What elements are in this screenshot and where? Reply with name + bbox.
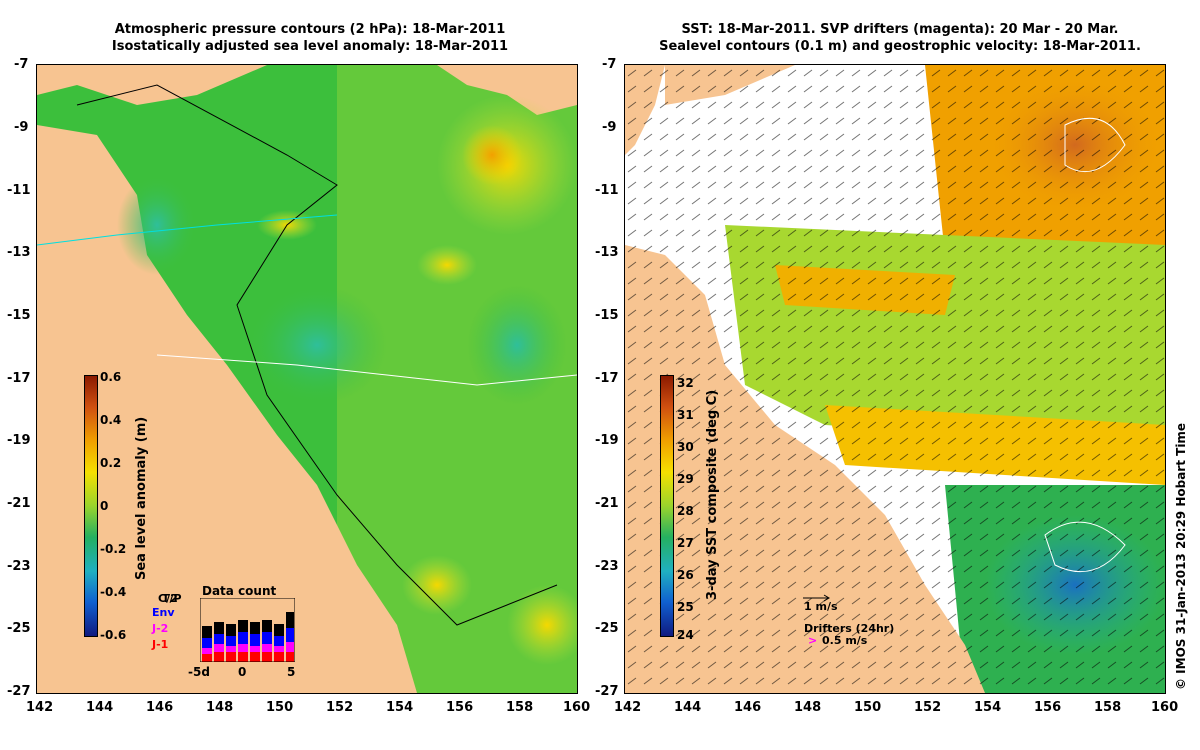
inset-bars — [202, 612, 294, 662]
right-ytick-9: -25 — [595, 621, 619, 636]
right-cb-tick-6: 26 — [677, 568, 694, 582]
left-cb-tick-4: -0.2 — [100, 542, 127, 556]
left-ytick-2: -11 — [7, 183, 31, 198]
left-cb-tick-0: 0.6 — [100, 370, 122, 384]
right-cb-tick-7: 25 — [677, 600, 694, 614]
left-ytick-10: -27 — [7, 684, 31, 699]
right-ytick-7: -21 — [595, 496, 619, 511]
inset-legend-env: Env — [152, 606, 175, 619]
right-map-canvas — [625, 65, 1165, 693]
left-ytick-3: -13 — [7, 245, 31, 260]
velocity-scale-label: 1 m/s — [804, 600, 838, 613]
inset-legend-tp: T/P — [162, 592, 182, 605]
left-xtick-8: 158 — [506, 700, 534, 715]
right-colorbar — [660, 375, 674, 637]
left-map-canvas — [37, 65, 577, 693]
left-xtick-2: 146 — [146, 700, 174, 715]
left-ytick-4: -15 — [7, 308, 31, 323]
right-xtick-8: 158 — [1094, 700, 1122, 715]
inset-title: Data count — [202, 584, 277, 598]
right-title-line1: SST: 18-Mar-2011. SVP drifters (magenta)… — [681, 22, 1119, 37]
right-xtick-1: 144 — [674, 700, 702, 715]
inset-legend-c2: C/2 — [158, 592, 178, 605]
left-xtick-4: 150 — [266, 700, 294, 715]
inset-legend-j2: J-2 — [152, 622, 169, 635]
drifters-label: Drifters (24hr) — [804, 622, 895, 635]
left-xtick-7: 156 — [446, 700, 474, 715]
left-ytick-5: -17 — [7, 371, 31, 386]
right-cb-tick-0: 32 — [677, 376, 694, 390]
right-colorbar-title: 3-day SST composite (deg C) — [705, 389, 720, 600]
right-ytick-3: -13 — [595, 245, 619, 260]
left-title-line2: Isostatically adjusted sea level anomaly… — [111, 39, 509, 54]
drifter-arrow-icon: > — [808, 634, 818, 647]
right-ytick-2: -11 — [595, 183, 619, 198]
inset-xtick-1: 0 — [238, 665, 247, 679]
left-ytick-1: -9 — [14, 120, 29, 135]
right-ytick-1: -9 — [602, 120, 617, 135]
right-map[interactable] — [624, 64, 1166, 694]
inset-xtick-0: -5d — [188, 665, 210, 679]
left-cb-tick-5: -0.4 — [100, 585, 127, 599]
left-xtick-6: 154 — [386, 700, 414, 715]
right-cb-tick-5: 27 — [677, 536, 694, 550]
right-cb-tick-2: 30 — [677, 440, 694, 454]
right-ytick-0: -7 — [602, 57, 617, 72]
left-ytick-9: -25 — [7, 621, 31, 636]
right-xtick-2: 146 — [734, 700, 762, 715]
inset-legend-j1: J-1 — [152, 638, 169, 651]
left-ytick-8: -23 — [7, 559, 31, 574]
right-cb-tick-1: 31 — [677, 408, 694, 422]
left-colorbar — [84, 375, 98, 637]
right-ytick-10: -27 — [595, 684, 619, 699]
right-cb-tick-8: 24 — [677, 628, 694, 642]
left-title-line1: Atmospheric pressure contours (2 hPa): 1… — [114, 22, 506, 37]
left-map[interactable] — [36, 64, 578, 694]
credit-text: © IMOS 31-Jan-2013 20:29 Hobart Time — [1174, 422, 1188, 690]
right-ytick-4: -15 — [595, 308, 619, 323]
drifters-scale-label: 0.5 m/s — [822, 634, 868, 647]
left-ytick-7: -21 — [7, 496, 31, 511]
right-ytick-5: -17 — [595, 371, 619, 386]
right-ytick-6: -19 — [595, 433, 619, 448]
right-xtick-7: 156 — [1034, 700, 1062, 715]
left-cb-tick-2: 0.2 — [100, 456, 122, 470]
left-ytick-6: -19 — [7, 433, 31, 448]
right-xtick-5: 152 — [914, 700, 942, 715]
left-xtick-3: 148 — [206, 700, 234, 715]
right-xtick-6: 154 — [974, 700, 1002, 715]
left-xtick-9: 160 — [563, 700, 591, 715]
left-cb-tick-3: 0 — [100, 499, 109, 513]
left-cb-tick-6: -0.6 — [100, 628, 127, 642]
right-xtick-9: 160 — [1151, 700, 1179, 715]
right-xtick-4: 150 — [854, 700, 882, 715]
right-cb-tick-3: 29 — [677, 472, 694, 486]
inset-xtick-2: 5 — [287, 665, 296, 679]
right-ytick-8: -23 — [595, 559, 619, 574]
velocity-scale-arrow — [803, 594, 830, 602]
right-xtick-0: 142 — [614, 700, 642, 715]
left-xtick-0: 142 — [26, 700, 54, 715]
left-xtick-1: 144 — [86, 700, 114, 715]
right-title-line2: Sealevel contours (0.1 m) and geostrophi… — [659, 39, 1141, 54]
right-cb-tick-4: 28 — [677, 504, 694, 518]
left-cb-tick-1: 0.4 — [100, 413, 122, 427]
inset-chart — [200, 598, 295, 662]
left-colorbar-title: Sea level anomaly (m) — [134, 416, 149, 580]
left-ytick-0: -7 — [14, 57, 29, 72]
left-xtick-5: 152 — [326, 700, 354, 715]
right-xtick-3: 148 — [794, 700, 822, 715]
